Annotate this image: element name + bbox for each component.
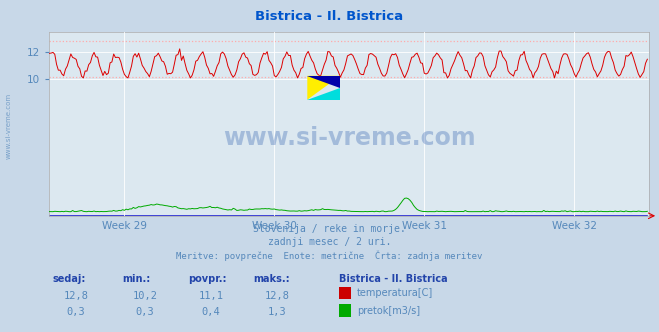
- Text: 10,2: 10,2: [132, 290, 158, 300]
- Polygon shape: [307, 88, 340, 100]
- Polygon shape: [307, 76, 340, 88]
- Text: 0,4: 0,4: [202, 307, 220, 317]
- Text: 11,1: 11,1: [198, 290, 223, 300]
- Text: povpr.:: povpr.:: [188, 274, 226, 284]
- Text: Slovenija / reke in morje.: Slovenija / reke in morje.: [253, 224, 406, 234]
- Text: www.si-vreme.com: www.si-vreme.com: [5, 93, 12, 159]
- Bar: [339, 287, 351, 299]
- Text: 12,8: 12,8: [264, 290, 289, 300]
- Text: temperatura[C]: temperatura[C]: [357, 288, 434, 298]
- Text: min.:: min.:: [122, 274, 150, 284]
- Text: pretok[m3/s]: pretok[m3/s]: [357, 306, 420, 316]
- Text: 0,3: 0,3: [136, 307, 154, 317]
- Text: Meritve: povprečne  Enote: metrične  Črta: zadnja meritev: Meritve: povprečne Enote: metrične Črta:…: [177, 251, 482, 261]
- Polygon shape: [307, 76, 340, 100]
- Text: maks.:: maks.:: [254, 274, 291, 284]
- Text: 12,8: 12,8: [63, 290, 88, 300]
- Text: 0,3: 0,3: [67, 307, 85, 317]
- Text: 1,3: 1,3: [268, 307, 286, 317]
- Text: Bistrica - Il. Bistrica: Bistrica - Il. Bistrica: [256, 10, 403, 23]
- Bar: [339, 304, 351, 317]
- Text: sedaj:: sedaj:: [53, 274, 86, 284]
- Text: zadnji mesec / 2 uri.: zadnji mesec / 2 uri.: [268, 237, 391, 247]
- Text: Bistrica - Il. Bistrica: Bistrica - Il. Bistrica: [339, 274, 448, 284]
- Text: www.si-vreme.com: www.si-vreme.com: [223, 126, 476, 150]
